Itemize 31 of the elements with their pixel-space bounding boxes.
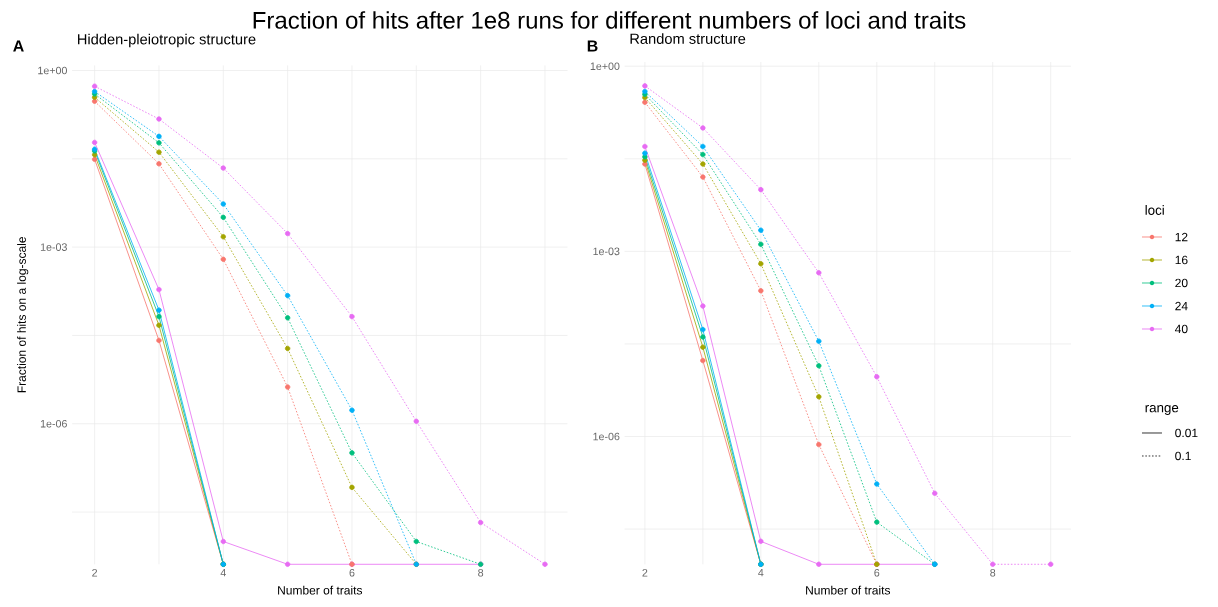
y-tick-label: 1e-03 <box>593 247 620 256</box>
y-tick-label: 1e+00 <box>590 62 620 70</box>
legend-title: loci <box>1145 205 1164 215</box>
text: range <box>1145 405 1179 415</box>
y-tick-label: 1e-06 <box>593 432 620 441</box>
y-tick-label: 1e+00 <box>38 66 67 75</box>
text: 0.1 <box>1175 451 1191 461</box>
x-tick-label: 6 <box>349 569 355 577</box>
x-tick-label: 4 <box>758 568 764 577</box>
y-tick-label: 1e-06 <box>40 419 67 428</box>
x-tick-label: 6 <box>874 569 880 577</box>
chart-title: Hidden-pleiotropic structure <box>78 33 256 48</box>
x-axis-title: Number of traits <box>278 585 363 595</box>
chart-title: Random structure <box>630 33 746 44</box>
x-tick-label: 2 <box>92 569 98 577</box>
x-axis-title: Number of traits <box>806 585 891 595</box>
legend-label: 24 <box>1175 301 1188 311</box>
x-tick-label: 2 <box>642 569 648 577</box>
text: B <box>587 40 598 52</box>
legend-label: 20 <box>1175 278 1188 288</box>
y-tick-label: 1e-03 <box>40 243 67 251</box>
legend-label: 40 <box>1174 324 1188 334</box>
x-tick-label: 8 <box>478 569 484 577</box>
text: A <box>13 40 24 52</box>
legend-label: 12 <box>1175 232 1188 242</box>
legend-label: 16 <box>1175 255 1188 265</box>
x-tick-label: 4 <box>220 568 226 577</box>
text: 0.01 <box>1175 428 1198 438</box>
y-axis-title: Fraction of hits on a log-scale <box>17 237 29 393</box>
text: Fraction of hits after 1e8 runs for different numbers of loci and traits <box>253 11 966 29</box>
x-tick-label: 8 <box>990 569 996 577</box>
